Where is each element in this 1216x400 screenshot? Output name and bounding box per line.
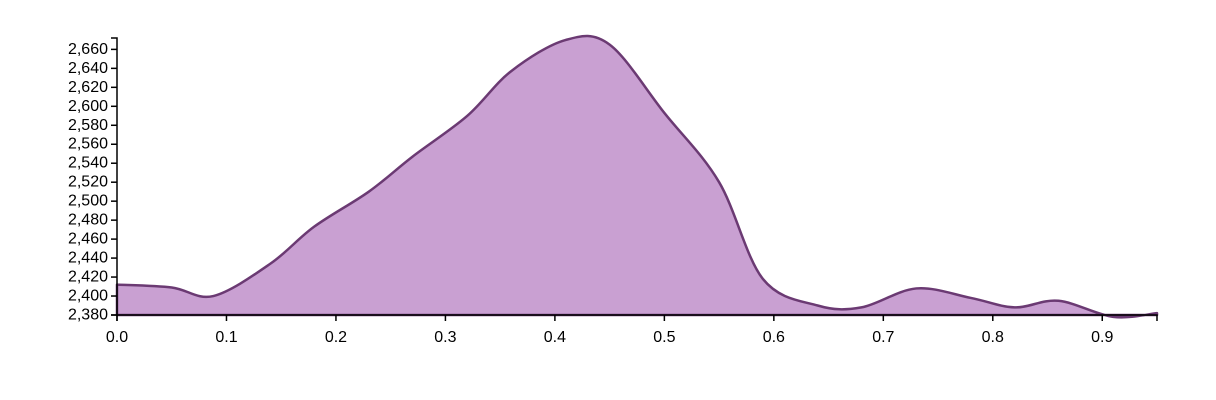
y-tick-label: 2,540 bbox=[68, 155, 108, 172]
y-tick-label: 2,380 bbox=[68, 307, 108, 324]
area-series bbox=[115, 34, 1159, 319]
y-tick-label: 2,500 bbox=[68, 193, 108, 210]
y-tick-label: 2,580 bbox=[68, 117, 108, 134]
plot-area bbox=[115, 34, 1159, 319]
y-tick-label: 2,560 bbox=[68, 136, 108, 153]
x-axis: 0.0 0.1 0.2 0.3 0.4 0.5 0.6 0.7 0.8 0.9 bbox=[106, 314, 1158, 346]
x-tick-label: 0.7 bbox=[872, 329, 894, 346]
x-tick-label: 0.0 bbox=[106, 329, 128, 346]
x-tick-label: 0.1 bbox=[215, 329, 237, 346]
y-tick-label: 2,660 bbox=[68, 41, 108, 58]
y-tick-label: 2,640 bbox=[68, 60, 108, 77]
y-tick-label: 2,400 bbox=[68, 288, 108, 305]
y-tick-label: 2,420 bbox=[68, 269, 108, 286]
y-axis: 2,380 2,400 2,420 2,440 2,460 2,480 2,500 2,520… bbox=[68, 37, 118, 324]
x-tick-label: 0.3 bbox=[434, 329, 456, 346]
x-tick-label: 0.2 bbox=[325, 329, 347, 346]
x-tick-label: 0.4 bbox=[544, 329, 566, 346]
y-tick-label: 2,480 bbox=[68, 212, 108, 229]
y-tick-label: 2,620 bbox=[68, 79, 108, 96]
y-tick-label: 2,600 bbox=[68, 98, 108, 115]
y-tick-label: 2,460 bbox=[68, 231, 108, 248]
x-tick-label: 0.9 bbox=[1091, 329, 1113, 346]
x-tick-label: 0.8 bbox=[982, 329, 1004, 346]
y-axis-line bbox=[111, 37, 118, 316]
x-tick-label: 0.6 bbox=[763, 329, 785, 346]
y-tick-label: 2,440 bbox=[68, 250, 108, 267]
y-tick-label: 2,520 bbox=[68, 174, 108, 191]
x-tick-label: 0.5 bbox=[653, 329, 675, 346]
